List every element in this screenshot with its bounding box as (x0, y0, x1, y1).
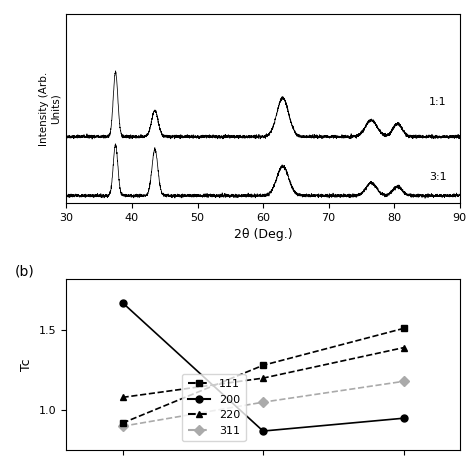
311 (260, 399, 266, 405)
311 (401, 378, 406, 384)
220 (120, 394, 126, 400)
200 (120, 300, 126, 306)
220 (401, 345, 406, 350)
Legend: 111, 200, 220, 311: 111, 200, 220, 311 (182, 374, 246, 441)
220 (260, 375, 266, 381)
Line: 311: 311 (119, 378, 407, 430)
200 (401, 415, 406, 421)
Text: (b): (b) (15, 264, 35, 278)
Line: 111: 111 (119, 325, 407, 427)
Y-axis label: Tc: Tc (20, 358, 34, 371)
Line: 220: 220 (119, 344, 407, 401)
Text: 3:1: 3:1 (429, 172, 447, 182)
200 (260, 428, 266, 434)
Line: 200: 200 (119, 299, 407, 435)
X-axis label: 2θ (Deg.): 2θ (Deg.) (234, 228, 292, 241)
111 (401, 326, 406, 331)
Text: 1:1: 1:1 (429, 97, 447, 107)
Y-axis label: Intensity (Arb.
Units): Intensity (Arb. Units) (39, 72, 61, 146)
311 (120, 423, 126, 429)
111 (260, 363, 266, 368)
111 (120, 420, 126, 426)
